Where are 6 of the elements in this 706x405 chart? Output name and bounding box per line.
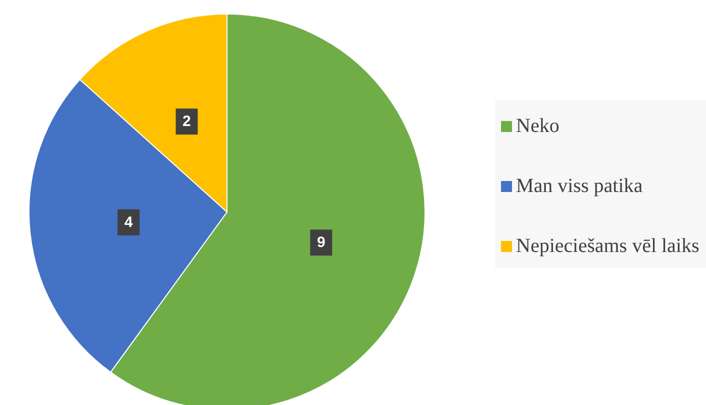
data-label: 9 (316, 234, 326, 252)
data-label: 4 (124, 214, 134, 231)
legend-label: Man viss patika (516, 174, 643, 198)
legend-label: Neko (516, 114, 560, 138)
data-label: 2 (182, 113, 191, 130)
legend-label: Nepieciešams vēl laiks (516, 234, 700, 258)
